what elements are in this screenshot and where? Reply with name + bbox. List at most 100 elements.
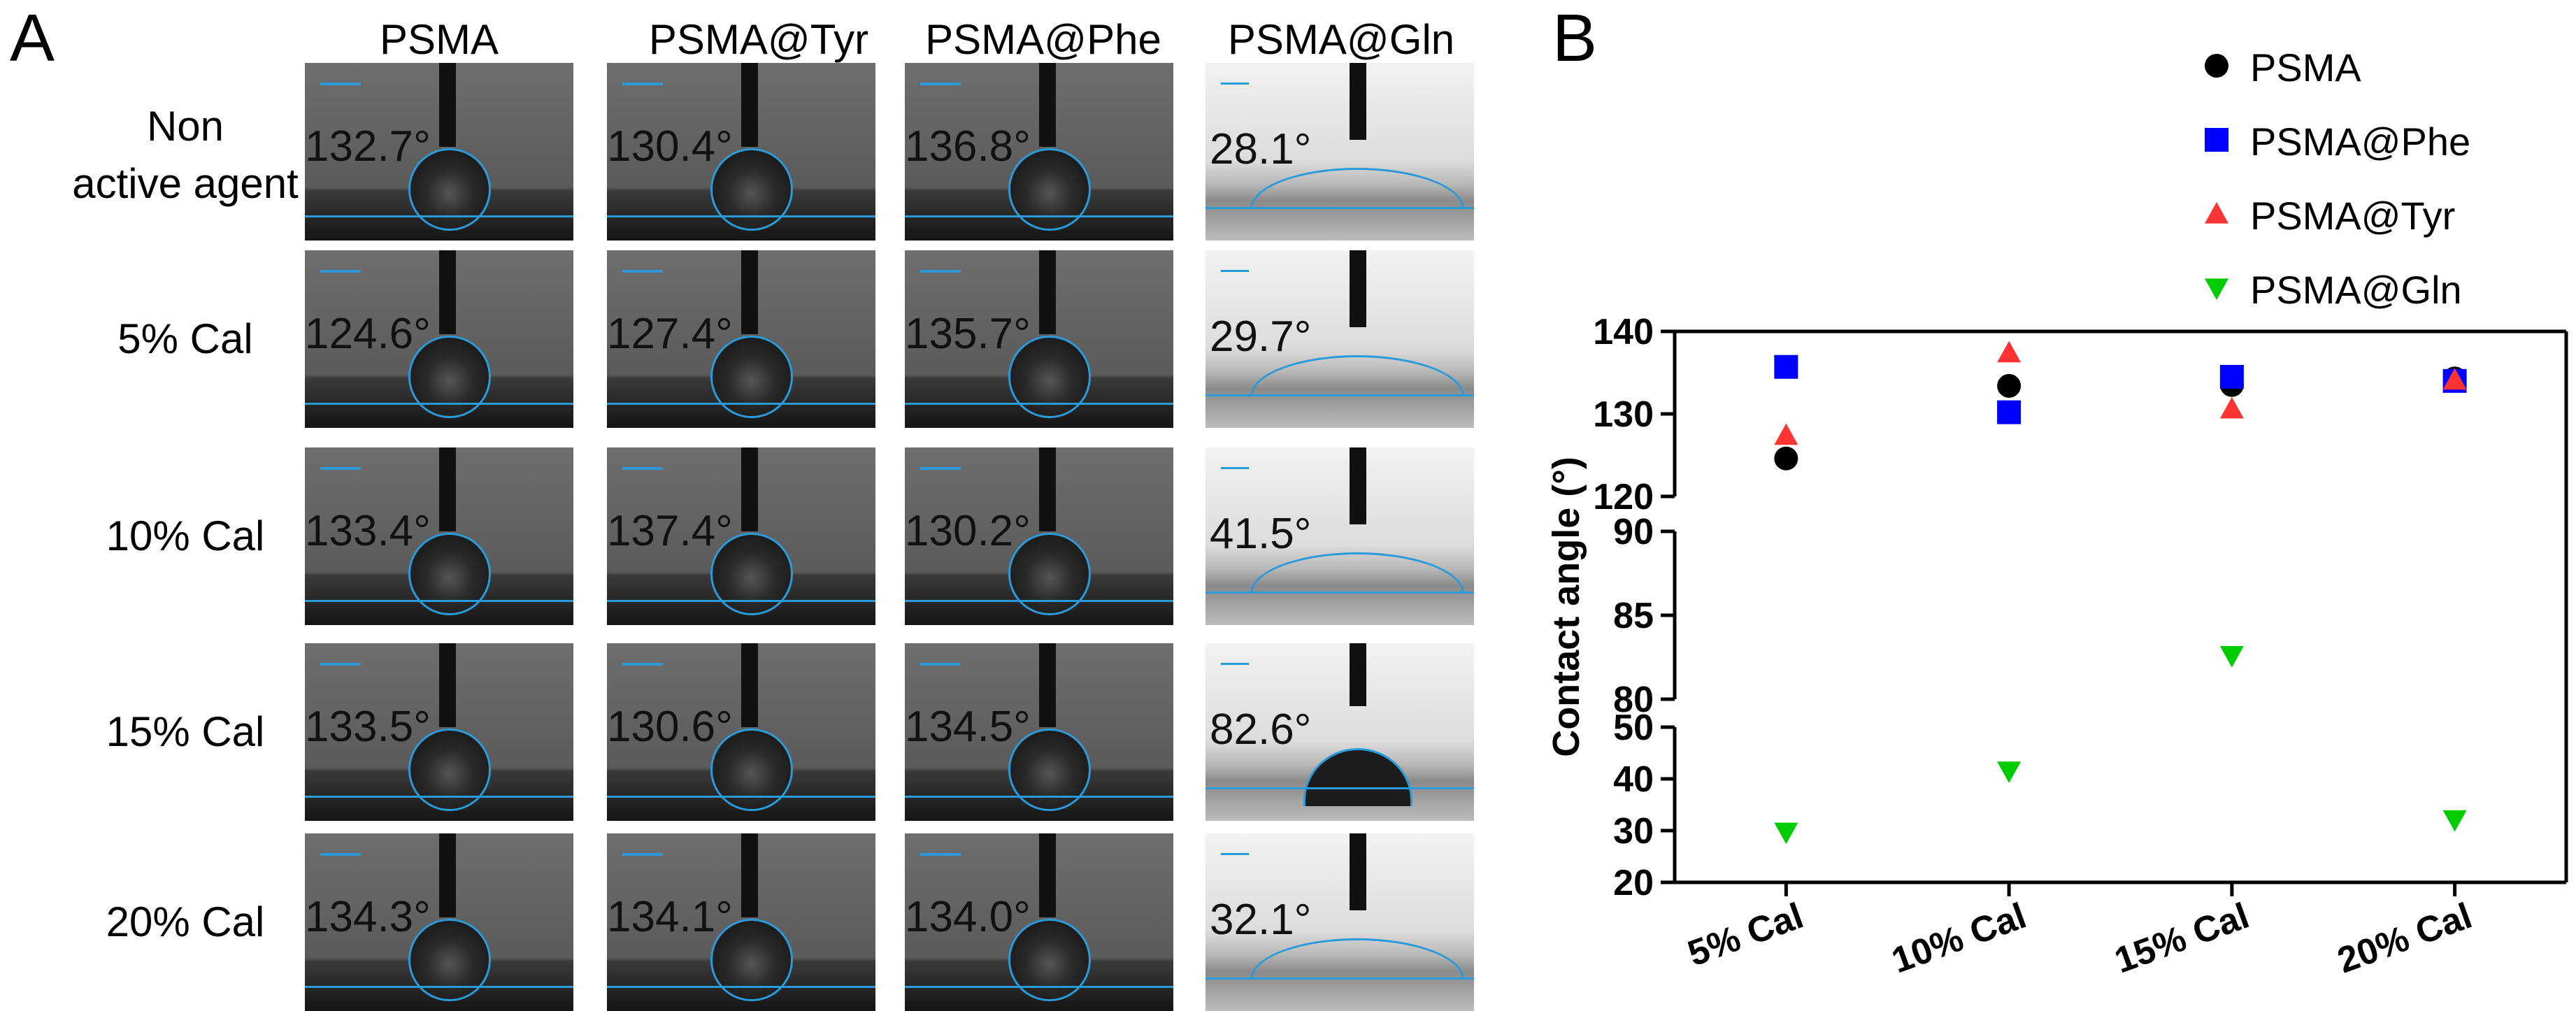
column-header: PSMA@Tyr (648, 16, 869, 63)
baseline (905, 796, 1173, 798)
needle (439, 250, 456, 334)
scale-bar (622, 853, 663, 856)
baseline (1205, 787, 1474, 789)
scale-bar (320, 270, 361, 273)
scale-bar (920, 853, 961, 856)
contact-angle-value: 135.7° (905, 310, 1031, 358)
column-header: PSMA (379, 16, 499, 63)
scale-bar (622, 467, 663, 470)
x-tick-label: 20% Cal (2332, 896, 2477, 982)
needle (741, 643, 758, 727)
contact-angle-value: 127.4° (607, 310, 733, 358)
needle (741, 447, 758, 531)
legend-label: PSMA@Tyr (2250, 194, 2456, 238)
needle (1039, 447, 1056, 531)
y-tick-label: 40 (1613, 759, 1654, 800)
needle (1039, 250, 1056, 334)
needle (1350, 63, 1366, 140)
droplet-image: 132.7° (305, 63, 573, 241)
droplet-image: 127.4° (607, 250, 875, 428)
droplet-image: 133.4° (305, 447, 573, 625)
scale-bar (320, 663, 361, 666)
scale-bar (622, 663, 663, 666)
y-axis-label: Contact angle (°) (1545, 457, 1587, 757)
needle (741, 250, 758, 334)
contact-angle-value: 28.1° (1210, 125, 1312, 173)
data-point (2219, 646, 2244, 668)
y-tick-label: 90 (1613, 512, 1654, 552)
contact-angle-value: 137.4° (607, 507, 733, 555)
y-tick-label: 140 (1593, 312, 1654, 352)
needle (741, 63, 758, 147)
data-point (2442, 810, 2467, 832)
needle (1350, 447, 1366, 524)
legend-label: PSMA@Gln (2250, 268, 2462, 312)
baseline (905, 600, 1173, 602)
needle (439, 833, 456, 917)
data-point (1997, 340, 2022, 363)
legend-marker (2205, 128, 2228, 152)
baseline (607, 796, 875, 798)
row-label: 15% Cal (106, 708, 265, 755)
row-label-line: Non (146, 103, 224, 150)
droplet-image: 134.1° (607, 833, 875, 1011)
baseline (607, 600, 875, 602)
y-tick-label: 20 (1613, 863, 1654, 903)
baseline (607, 986, 875, 988)
needle (1039, 643, 1056, 727)
scale-bar (920, 270, 961, 273)
contact-angle-value: 134.0° (905, 893, 1031, 941)
contact-angle-value: 134.3° (305, 893, 431, 941)
y-tick-label: 130 (1593, 394, 1654, 435)
droplet-image: 134.0° (905, 833, 1173, 1011)
column-header: PSMA@Phe (925, 16, 1161, 63)
baseline (305, 215, 573, 217)
contact-angle-value: 133.4° (305, 507, 431, 555)
contact-angle-value: 41.5° (1210, 510, 1312, 558)
legend-marker (2205, 202, 2228, 224)
scale-bar (320, 467, 361, 470)
needle (1350, 250, 1366, 327)
contact-angle-value: 32.1° (1210, 896, 1312, 944)
contact-angle-value: 134.5° (905, 703, 1031, 751)
scale-bar (320, 83, 361, 85)
contact-angle-value: 124.6° (305, 310, 431, 358)
data-point (2219, 364, 2244, 389)
y-tick-label: 85 (1613, 596, 1654, 636)
data-point (1774, 354, 1798, 379)
data-point (1774, 822, 1798, 845)
data-point (1997, 400, 2022, 424)
droplet-image: 82.6° (1205, 643, 1474, 821)
x-tick-label: 5% Cal (1682, 896, 1808, 975)
droplet-image: 136.8° (905, 63, 1173, 241)
scale-bar (1221, 270, 1249, 272)
scale-bar (320, 853, 361, 856)
droplet-image: 130.2° (905, 447, 1173, 625)
scale-bar (622, 270, 663, 273)
y-tick-label: 30 (1613, 811, 1654, 852)
contact-angle-value: 130.6° (607, 703, 733, 751)
scale-bar (1221, 663, 1249, 665)
scale-bar (622, 83, 663, 85)
data-point (1997, 761, 2022, 783)
droplet-image: 135.7° (905, 250, 1173, 428)
panel-b-letter: B (1552, 1, 1598, 76)
baseline (305, 986, 573, 988)
baseline (1205, 977, 1474, 980)
row-label-line: active agent (72, 160, 299, 207)
scale-bar (920, 663, 961, 666)
contact-angle-value: 130.2° (905, 507, 1031, 555)
scale-bar (920, 467, 961, 470)
contact-angle-value: 136.8° (905, 122, 1031, 171)
legend-marker (2205, 278, 2228, 300)
contact-angle-value: 29.7° (1210, 313, 1312, 361)
needle (1350, 833, 1366, 910)
needle (1350, 643, 1366, 706)
baseline (607, 403, 875, 405)
contact-angle-value: 130.4° (607, 122, 733, 171)
y-tick-label: 80 (1613, 680, 1654, 720)
baseline (1205, 394, 1474, 396)
needle (439, 447, 456, 531)
contact-angle-value: 133.5° (305, 703, 431, 751)
